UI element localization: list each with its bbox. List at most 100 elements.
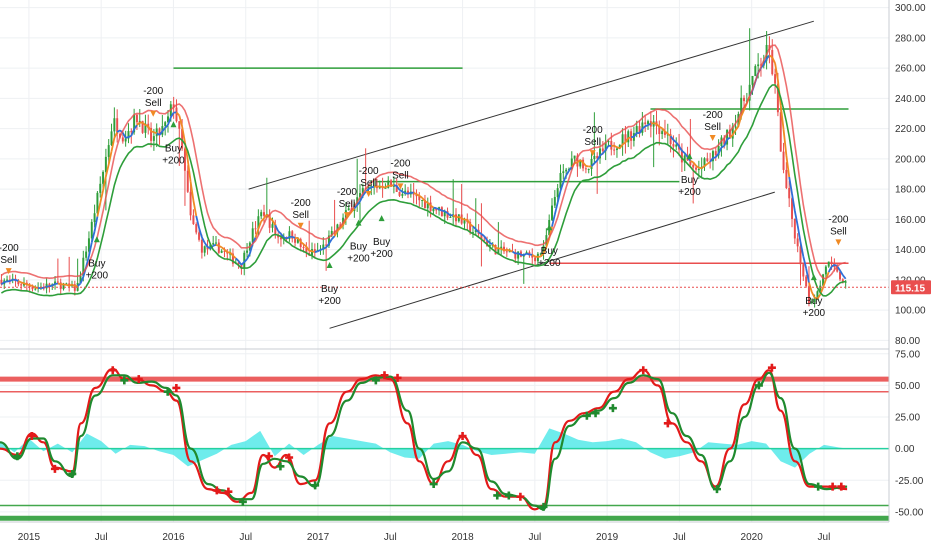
candle bbox=[263, 204, 265, 223]
trend-segment bbox=[35, 286, 39, 289]
crossover-marker bbox=[285, 453, 294, 462]
buy-signal-arrow bbox=[810, 274, 817, 281]
trend-segment bbox=[356, 200, 361, 206]
trend-segment bbox=[353, 204, 358, 210]
candle-body bbox=[429, 202, 432, 212]
candle-body bbox=[104, 156, 107, 172]
candle bbox=[418, 192, 421, 208]
candle bbox=[503, 242, 506, 254]
crossover-marker bbox=[493, 491, 502, 500]
trend-segment bbox=[703, 163, 708, 167]
crossover-marker bbox=[539, 502, 548, 511]
trend-segment bbox=[506, 248, 510, 252]
candle-body bbox=[192, 215, 195, 225]
trend-segment bbox=[229, 251, 234, 257]
trend-segment bbox=[551, 214, 556, 227]
candle-body bbox=[463, 218, 466, 224]
candle-body bbox=[186, 170, 189, 192]
candle bbox=[138, 109, 141, 128]
candle-body bbox=[839, 271, 842, 280]
candle bbox=[158, 127, 161, 145]
crossover-marker bbox=[224, 487, 233, 496]
trend-segment bbox=[122, 132, 127, 139]
candle-body bbox=[311, 249, 313, 256]
trend-segment bbox=[599, 152, 604, 157]
candle-body bbox=[644, 122, 647, 124]
crossover-marker bbox=[380, 371, 389, 380]
candle-body bbox=[390, 180, 393, 187]
candle bbox=[505, 247, 508, 257]
candle-body bbox=[483, 239, 486, 241]
candle-body bbox=[6, 279, 9, 281]
trend-segment bbox=[655, 123, 660, 128]
trend-segment bbox=[701, 165, 706, 169]
candle bbox=[113, 107, 116, 140]
candle bbox=[658, 120, 661, 146]
trend-segment bbox=[192, 200, 198, 217]
candle bbox=[810, 298, 813, 305]
candle-body bbox=[663, 131, 666, 135]
candle-body bbox=[150, 127, 153, 141]
trend-segment bbox=[147, 125, 152, 132]
candle-body bbox=[90, 221, 93, 239]
candle bbox=[661, 128, 664, 140]
trend-segment bbox=[393, 184, 398, 187]
candle-body bbox=[621, 134, 624, 145]
last-price-value: 115.15 bbox=[895, 283, 925, 294]
candle-body bbox=[322, 244, 325, 250]
candle bbox=[268, 209, 271, 234]
trend-segment bbox=[302, 243, 307, 248]
trend-segment bbox=[66, 283, 70, 287]
price-axis-tick-label: 80.00 bbox=[895, 336, 920, 347]
trend-segment bbox=[257, 221, 263, 230]
candle-body bbox=[113, 118, 116, 132]
candle-body bbox=[596, 155, 599, 159]
trend-segment bbox=[644, 124, 649, 128]
buy-signal-arrow bbox=[686, 153, 693, 160]
candle-body bbox=[263, 212, 265, 216]
trend-segment bbox=[596, 155, 601, 161]
candle-body bbox=[359, 193, 361, 198]
candle-body bbox=[836, 267, 839, 272]
candle bbox=[582, 157, 585, 172]
candle-body bbox=[212, 243, 215, 245]
buy-signal-text: Buy bbox=[805, 296, 822, 307]
trend-segment bbox=[831, 264, 835, 268]
trend-segment bbox=[731, 129, 737, 136]
buy-signal-arrow bbox=[326, 262, 333, 269]
candle-body bbox=[384, 187, 387, 189]
candle-body bbox=[582, 159, 585, 169]
time-axis-tick-label: Jul bbox=[384, 532, 397, 543]
candle-body bbox=[189, 191, 192, 216]
candle bbox=[593, 112, 596, 165]
crossover-marker bbox=[68, 469, 77, 478]
candle-body bbox=[534, 257, 537, 262]
sell-signal-arrow bbox=[5, 268, 12, 275]
candle-body bbox=[579, 159, 582, 167]
trend-segment bbox=[390, 184, 395, 187]
price-axis-tick-label: 100.00 bbox=[895, 306, 926, 317]
trend-segment bbox=[675, 141, 680, 147]
crossover-marker bbox=[13, 452, 22, 461]
candle-body bbox=[680, 149, 683, 163]
candle-body bbox=[85, 251, 88, 258]
candle-body bbox=[279, 237, 282, 240]
candle bbox=[683, 153, 686, 172]
candle-body bbox=[542, 245, 545, 254]
trend-segment bbox=[681, 150, 686, 154]
candle bbox=[706, 152, 709, 163]
candle-body bbox=[82, 257, 85, 276]
candle-body bbox=[706, 158, 709, 162]
time-axis-tick-label: 2018 bbox=[451, 532, 474, 543]
crossover-marker bbox=[172, 383, 181, 392]
crossover-marker bbox=[120, 376, 129, 385]
trend-segment bbox=[221, 246, 226, 251]
trend-segment bbox=[692, 161, 697, 167]
buy-signal-text: +200 bbox=[162, 155, 185, 166]
candle-body bbox=[672, 144, 675, 147]
trend-segment bbox=[413, 192, 417, 196]
candle-body bbox=[647, 121, 650, 124]
oscillator-axis-tick-label: -50.00 bbox=[895, 507, 924, 518]
candle bbox=[827, 261, 830, 268]
